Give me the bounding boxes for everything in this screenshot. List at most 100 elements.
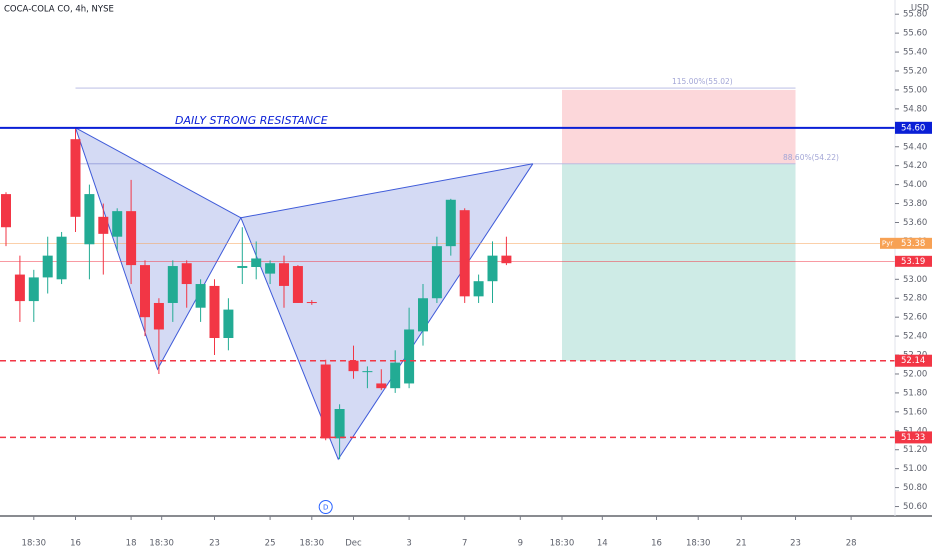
- candle-body: [98, 216, 109, 234]
- candle-body: [56, 236, 67, 280]
- y-tick-label: 55.60: [903, 29, 927, 39]
- fib-label: 115.00%(55.02): [672, 77, 733, 86]
- y-tick-label: 52.00: [903, 369, 927, 379]
- x-tick-label: 18:30: [22, 539, 47, 549]
- tag-label: Pyr: [882, 239, 893, 247]
- candle-body: [431, 246, 442, 299]
- y-tick-label: 54.20: [903, 161, 927, 171]
- candle-body: [334, 409, 345, 439]
- y-tick-label: 52.40: [903, 332, 927, 342]
- candle-body: [265, 263, 276, 274]
- y-tick-label: 55.40: [903, 48, 927, 58]
- x-tick-label: 18:30: [149, 539, 174, 549]
- candle-body: [84, 194, 95, 245]
- candle-body: [473, 281, 484, 297]
- candle-body: [223, 309, 234, 339]
- y-tick-label: 50.80: [903, 483, 927, 493]
- price-tag: [895, 255, 932, 267]
- candle-body: [237, 266, 248, 268]
- pattern-bd: [240, 163, 533, 219]
- x-tick-label: Dec: [345, 539, 362, 549]
- y-tick-label: 55.20: [903, 67, 927, 77]
- y-tick-label: 51.60: [903, 407, 927, 417]
- y-tick-label: 53.80: [903, 199, 927, 209]
- y-tick-label: 51.40: [903, 426, 927, 436]
- level-label: 51.33: [901, 433, 925, 443]
- price-label: 53.38: [901, 239, 925, 249]
- price-tag: [895, 237, 932, 249]
- y-tick-label: 53.60: [903, 218, 927, 228]
- x-tick-label: 18:30: [686, 539, 711, 549]
- chart-title: COCA-COLA CO, 4h, NYSE: [4, 5, 114, 15]
- candle-body: [487, 255, 498, 282]
- candle-body: [362, 371, 373, 373]
- plot-area: 115.00%(55.02) 88.60%(54.22): [0, 77, 895, 461]
- candle-body: [418, 298, 428, 332]
- candle-body: [376, 383, 387, 389]
- y-tick-label: 55.00: [903, 85, 927, 95]
- candle-body: [140, 265, 150, 318]
- candle-body: [70, 139, 81, 217]
- x-tick-label: 21: [736, 539, 747, 549]
- candle-body: [14, 274, 25, 302]
- x-tick-label: 18: [126, 539, 137, 549]
- level-label: 52.14: [901, 356, 925, 366]
- y-tick-label: 54.40: [903, 142, 927, 152]
- y-tick-label: 51.80: [903, 388, 927, 398]
- candle-body: [1, 194, 11, 228]
- candle-body: [126, 211, 137, 266]
- y-tick-label: 53.00: [903, 275, 927, 285]
- target-zone: [562, 163, 796, 361]
- pattern-xb: [75, 127, 242, 219]
- y-tick-label: 52.80: [903, 294, 927, 304]
- candle-body: [167, 266, 178, 303]
- y-tick-label: 54.00: [903, 180, 927, 190]
- y-tick-label: 54.80: [903, 104, 927, 114]
- annotation: DAILY STRONG RESISTANCE: [175, 114, 328, 127]
- y-tick-label: 50.60: [903, 502, 927, 512]
- candle-body: [153, 302, 164, 330]
- currency: USD: [911, 4, 930, 14]
- candle-body: [501, 255, 512, 264]
- x-tick-label: 16: [651, 539, 662, 549]
- pattern-xab: [75, 127, 241, 370]
- candle-body: [445, 199, 456, 247]
- candle-body: [404, 329, 415, 384]
- candle-body: [459, 210, 470, 297]
- x-tick-label: 3: [406, 539, 411, 549]
- level-tag: [895, 431, 932, 444]
- x-tick-label: 14: [597, 539, 608, 549]
- candle-body: [112, 211, 123, 237]
- candle-body: [390, 362, 401, 389]
- candle-body: [320, 364, 331, 439]
- candle-body: [42, 255, 53, 278]
- x-tick-label: 25: [265, 539, 276, 549]
- candle-body: [28, 277, 39, 302]
- event-label: D: [323, 504, 328, 512]
- y-tick-label: 51.20: [903, 445, 927, 455]
- x-tick-label: 28: [846, 539, 857, 549]
- candle-body: [348, 360, 359, 372]
- candle-body: [181, 263, 192, 285]
- candle-body: [195, 284, 206, 308]
- candle-body: [209, 285, 220, 339]
- x-tick-label: 16: [70, 539, 81, 549]
- y-tick-label: 55.80: [903, 10, 927, 20]
- x-tick-label: 23: [209, 539, 220, 549]
- level-tag: [895, 354, 932, 367]
- x-tick-label: 18:30: [550, 539, 575, 549]
- candle-body: [279, 263, 289, 286]
- y-tick-label: 51.00: [903, 464, 927, 474]
- price-label: 53.19: [901, 257, 925, 267]
- event-marker: [318, 500, 333, 514]
- tag-box: [880, 237, 895, 249]
- y-tick-label: 52.60: [903, 313, 927, 323]
- candle-body: [251, 258, 262, 267]
- candle-body: [306, 302, 317, 304]
- level-tag: [895, 121, 932, 134]
- x-tick-label: 18:30: [300, 539, 325, 549]
- level-label: 54.60: [901, 123, 925, 133]
- x-tick-label: 9: [518, 539, 523, 549]
- fib-label: 88.60%(54.22): [783, 153, 839, 162]
